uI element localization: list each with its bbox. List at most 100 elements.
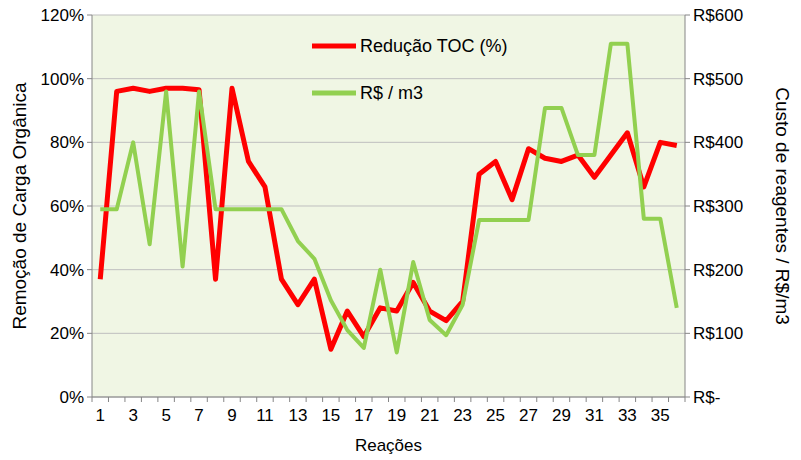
x-tick [635, 397, 636, 402]
y-tick-label: 20% [50, 324, 84, 343]
y-axis-label: Remoção de Carga Orgânica [9, 82, 30, 330]
x-tick [487, 397, 488, 402]
grid-line [92, 206, 685, 207]
x-tick [240, 397, 241, 402]
grid-line [92, 269, 685, 270]
x-tick [454, 397, 455, 402]
legend-label: R$ / m3 [360, 83, 423, 103]
x-tick [339, 397, 340, 402]
y2-tick [685, 78, 690, 79]
x-tick-label: 15 [321, 406, 340, 425]
x-tick [372, 397, 373, 402]
x-tick-label: 9 [227, 406, 236, 425]
x-tick [157, 397, 158, 402]
x-tick [503, 397, 504, 402]
x-tick [190, 397, 191, 402]
x-tick [273, 397, 274, 402]
x-tick [586, 397, 587, 402]
x-tick-label: 25 [486, 406, 505, 425]
y-tick-label: 40% [50, 261, 84, 280]
series-group [100, 44, 677, 353]
x-tick [652, 397, 653, 402]
x-tick-label: 21 [420, 406, 439, 425]
y2-tick [685, 206, 690, 207]
y2-tick [685, 269, 690, 270]
grid-line [92, 333, 685, 334]
background [0, 0, 801, 460]
x-tick [289, 397, 290, 402]
y2-tick [685, 142, 690, 143]
x-tick [223, 397, 224, 402]
y-tick [87, 269, 92, 270]
x-tick-label: 17 [354, 406, 373, 425]
grid-line [92, 78, 685, 79]
legend-swatch [312, 44, 356, 49]
y-tick-label: 120% [41, 6, 84, 25]
x-tick [437, 397, 438, 402]
y2-tick-label: R$600 [693, 6, 743, 25]
legend: Redução TOC (%) R$ / m3 [312, 36, 507, 103]
x-tick [619, 397, 620, 402]
x-tick [470, 397, 471, 402]
y2-tick-label: R$400 [693, 133, 743, 152]
y-axis [92, 15, 93, 397]
x-tick [256, 397, 257, 402]
y2-tick-label: R$500 [693, 70, 743, 89]
x-tick [92, 397, 93, 402]
x-tick-label: 3 [128, 406, 137, 425]
y-tick-label: 60% [50, 197, 84, 216]
x-tick [404, 397, 405, 402]
x-tick-label: 23 [453, 406, 472, 425]
y-tick [87, 15, 92, 16]
x-tick-label: 31 [585, 406, 604, 425]
x-tick-label: 33 [618, 406, 637, 425]
x-tick [602, 397, 603, 402]
y-tick [87, 397, 92, 398]
x-tick-label: 11 [256, 406, 274, 425]
x-tick [207, 397, 208, 402]
y2-axis [685, 15, 686, 397]
x-tick-label: 5 [161, 406, 170, 425]
x-tick-label: 1 [96, 406, 105, 425]
x-axis-label: Reações [355, 436, 422, 455]
x-tick [685, 397, 686, 402]
y2-tick-label: R$200 [693, 261, 743, 280]
y2-axis-label: Custo de reagentes / R$/m3 [772, 87, 793, 325]
x-tick [306, 397, 307, 402]
y-tick-label: 80% [50, 133, 84, 152]
x-tick-label: 27 [519, 406, 538, 425]
x-tick-label: 19 [387, 406, 406, 425]
x-tick-label: 13 [288, 406, 307, 425]
x-tick [322, 397, 323, 402]
legend-label: Redução TOC (%) [360, 36, 507, 56]
series-line [100, 44, 677, 353]
x-tick [141, 397, 142, 402]
x-tick [388, 397, 389, 402]
x-tick-label: 7 [194, 406, 203, 425]
x-tick [174, 397, 175, 402]
x-tick [668, 397, 669, 402]
x-tick [124, 397, 125, 402]
legend-swatch [312, 91, 356, 96]
x-tick [520, 397, 521, 402]
y-tick [87, 206, 92, 207]
y-tick-label: 0% [59, 388, 84, 407]
plot-area [92, 15, 685, 397]
y2-tick [685, 397, 690, 398]
y-tick [87, 78, 92, 79]
y-tick-label: 100% [41, 70, 84, 89]
x-tick-label: 29 [552, 406, 571, 425]
y2-tick [685, 15, 690, 16]
grid-line [92, 15, 685, 16]
x-tick [355, 397, 356, 402]
y2-tick-label: R$- [693, 388, 720, 407]
x-tick [553, 397, 554, 402]
x-tick [421, 397, 422, 402]
y2-tick-label: R$300 [693, 197, 743, 216]
y-tick [87, 142, 92, 143]
x-tick [108, 397, 109, 402]
y2-tick-label: R$100 [693, 324, 743, 343]
x-tick [536, 397, 537, 402]
chart: 0% 20% 40% 60% 80% 100% 120% R$- R$100 R$200 R$300… [0, 0, 801, 460]
x-tick [569, 397, 570, 402]
